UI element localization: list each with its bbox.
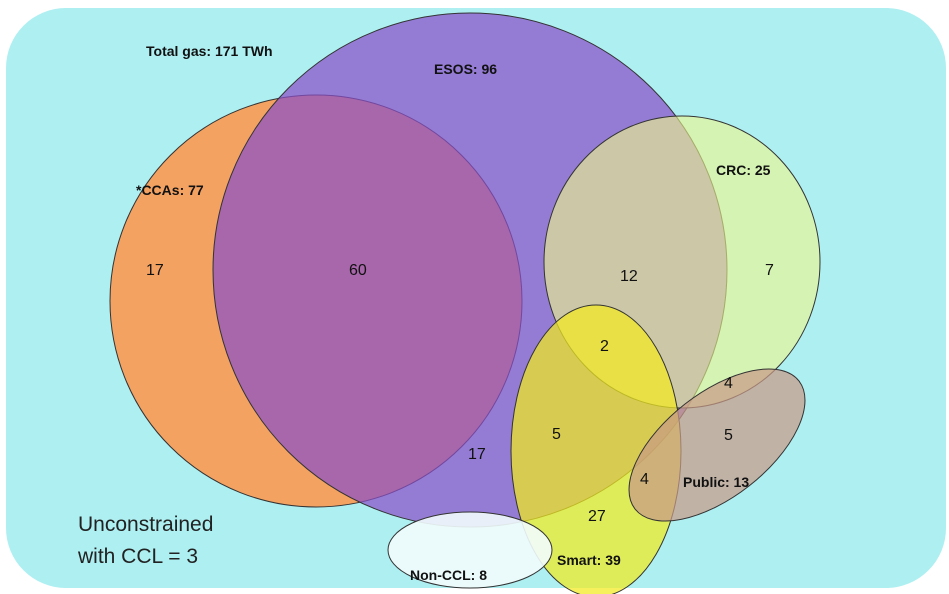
region-ccas-only: 17 [146,262,164,279]
region-esos-smart: 5 [552,426,561,443]
ccas-label: *CCAs: 77 [136,182,204,198]
public-set [628,368,806,522]
crc-label: CRC: 25 [716,162,771,178]
noncc-set [387,511,553,589]
region-crc-public: 4 [724,375,733,392]
region-esos-crc-smart: 2 [600,338,609,355]
note-line-2: with CCL = 3 [77,545,198,568]
smart-label: Smart: 39 [557,552,621,568]
region-crc-only: 7 [765,262,774,279]
region-smart-only: 27 [588,508,606,525]
public-label: Public: 13 [683,474,749,490]
title-label: Total gas: 171 TWh [146,43,273,59]
region-esos-only: 17 [468,446,486,463]
noncc-label: Non-CCL: 8 [410,567,487,583]
region-ccas-esos: 60 [349,262,367,279]
region-smart-public: 4 [640,471,649,488]
note-line-1: Unconstrained [78,513,213,536]
region-esos-crc: 12 [620,268,638,285]
region-public-only: 5 [724,427,733,444]
esos-label: ESOS: 96 [434,61,497,77]
